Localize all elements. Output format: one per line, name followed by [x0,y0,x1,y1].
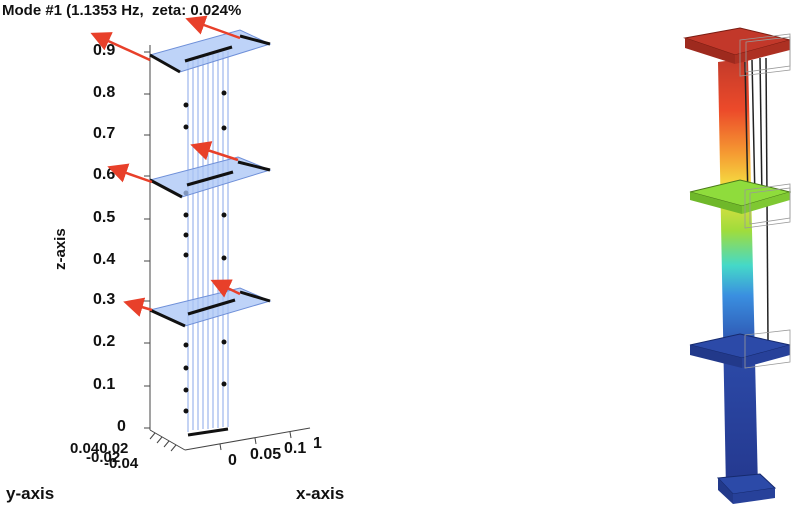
x-axis-label: x-axis [296,484,345,503]
mid-plate-front [742,192,790,214]
left-mode-plot [90,15,311,452]
base-plate [187,427,229,437]
low-plate-front [742,345,790,368]
y-axis-base [149,429,186,451]
column-nodes [183,90,227,414]
z-tick-0.7: 0.7 [93,125,116,142]
top-plate-side [685,38,735,64]
z-axis-ticks [144,51,150,429]
y-axis-label: y-axis [6,484,55,503]
z-tick-0.8: 0.8 [93,84,116,101]
floor-plate-low [148,287,272,328]
z-tick-0.1: 0.1 [93,376,116,393]
y-tick-neg-0.02: -0.02 [86,449,121,466]
base-block-front [733,488,775,504]
low-plate-side [690,345,742,368]
z-tick-0.2: 0.2 [93,333,116,350]
z-tick-0: 0 [117,418,126,435]
y-tick-neg-0.04: -0.04 [104,455,139,472]
low-plate-wire [744,329,791,369]
top-plate-front [735,40,790,64]
mid-plate-wire [744,183,791,229]
fea-contour-model [683,27,791,504]
x-tick-0.05: 0.05 [250,446,282,463]
floor-plate-mid [148,156,272,199]
x-tick-0.1: 0.1 [284,440,307,457]
x-tick-extra: 1 [313,435,322,452]
figure-title: Mode #1 (1.1353 Hz, zeta: 0.024% [2,2,242,19]
floor-plate-top [148,29,272,74]
y-tick-0.04-0.02: 0.040.02 [70,440,129,457]
base-block-side [718,478,733,504]
displacement-arrows [90,15,241,317]
z-tick-0.5: 0.5 [93,209,116,226]
x-tick-0: 0 [228,452,237,469]
base-tick-marks [149,431,292,452]
z-tick-0.4: 0.4 [93,251,116,268]
z-tick-0.3: 0.3 [93,291,116,308]
mid-plate-side [690,192,742,214]
contour-column [718,58,758,490]
columns [187,51,229,432]
x-axis-base [184,427,311,451]
top-plate-wire [739,33,791,77]
